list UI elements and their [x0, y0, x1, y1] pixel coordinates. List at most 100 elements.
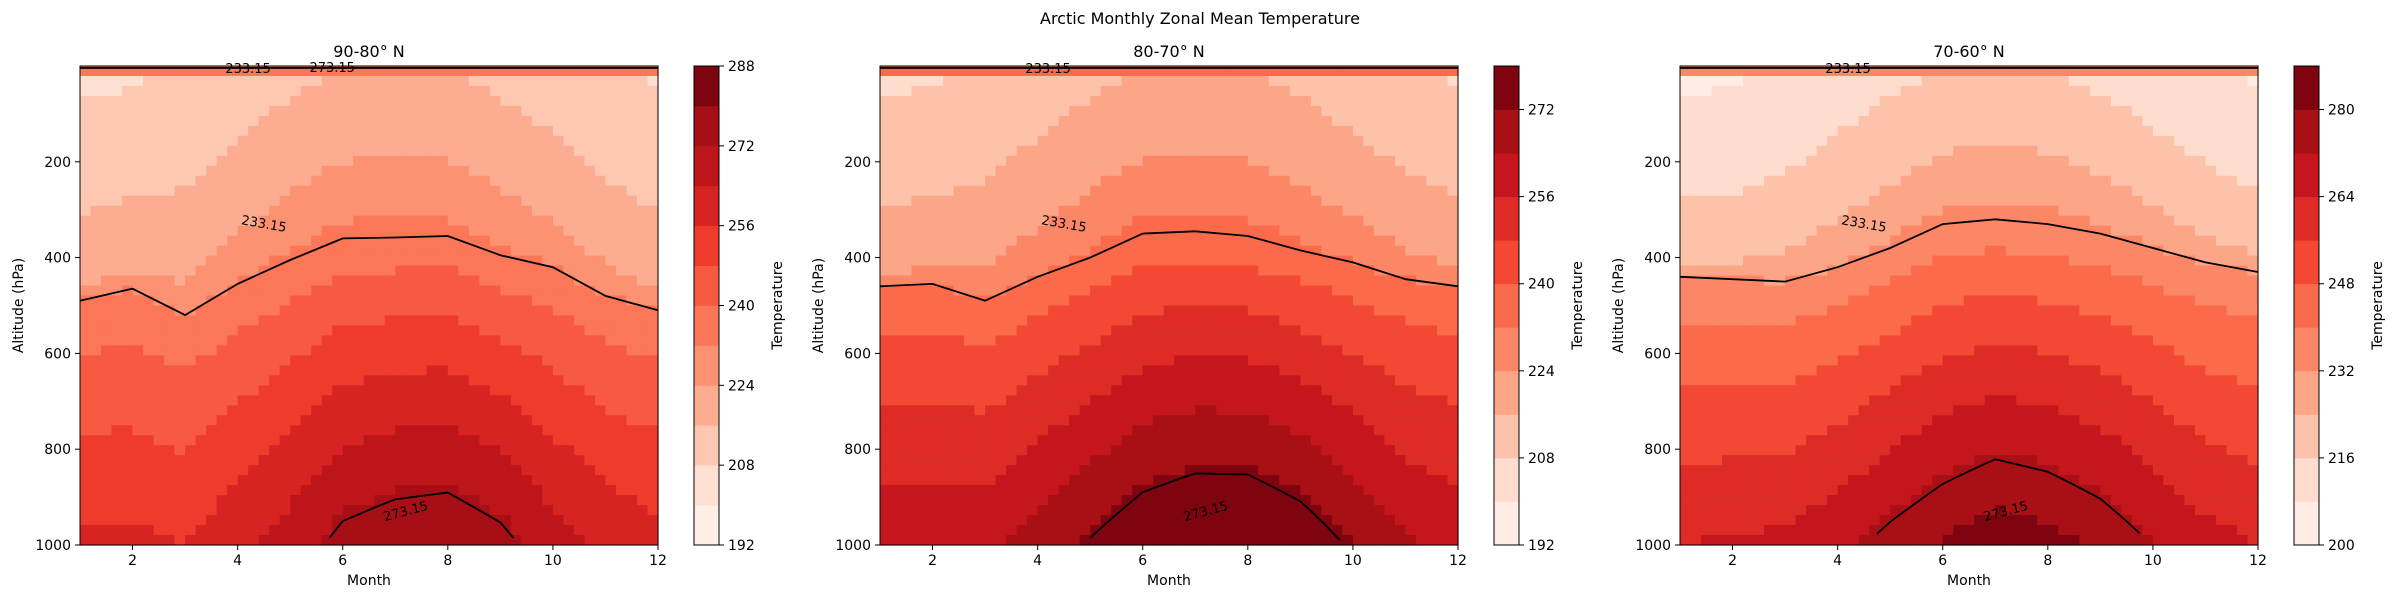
contour-cell [890, 305, 902, 317]
contour-cell [1163, 335, 1175, 347]
contour-cell [458, 385, 470, 396]
contour-cell [1384, 175, 1396, 187]
contour-cell [521, 175, 533, 187]
contour-cell [111, 355, 123, 366]
contour-cell [1027, 135, 1039, 147]
contour-cell [1006, 275, 1018, 287]
contour-cell [1342, 205, 1354, 217]
contour-cell [1394, 155, 1407, 167]
contour-cell [1069, 285, 1081, 297]
colorbar-band [694, 66, 719, 107]
contour-cell [143, 175, 155, 187]
contour-cell [1090, 365, 1102, 376]
contour-cell [1174, 95, 1186, 107]
contour-cell [563, 75, 575, 87]
contour-cell [605, 405, 617, 416]
contour-cell [953, 365, 965, 376]
contour-cell [636, 395, 649, 406]
contour-cell [1079, 155, 1091, 167]
contour-cell [437, 105, 449, 117]
contour-cell [1027, 205, 1039, 217]
contour-cell [353, 415, 365, 426]
contour-cell [1174, 375, 1186, 386]
contour-cell [1352, 465, 1365, 476]
contour-cell [974, 165, 986, 177]
contour-cell [153, 205, 165, 217]
y-tick-label: 1000 [35, 538, 71, 554]
contour-cell [880, 125, 892, 137]
contour-cell [1069, 375, 1081, 386]
contour-cell [1373, 105, 1386, 117]
contour-cell [122, 195, 134, 207]
contour-cell [510, 225, 522, 237]
contour-cell [932, 275, 944, 287]
contour-cell [1226, 385, 1238, 396]
contour-cell [258, 415, 270, 426]
contour-cell [300, 125, 312, 137]
contour-cell [1447, 305, 1459, 317]
contour-cell [279, 205, 291, 217]
contour-cell [353, 355, 365, 366]
contour-cell [458, 225, 470, 237]
contour-cell [1100, 185, 1112, 197]
contour-cell [132, 375, 144, 386]
contour-cell [1405, 375, 1417, 386]
contour-cell [311, 255, 323, 267]
contour-cell [1111, 115, 1123, 127]
contour-cell [1237, 255, 1249, 267]
contour-cell [1226, 475, 1238, 486]
contour-cell [1037, 415, 1049, 426]
contour-cell [164, 195, 176, 207]
contour-cell [479, 455, 491, 466]
contour-cell [300, 525, 312, 536]
contour-cell [405, 255, 417, 267]
contour-cell [479, 315, 491, 327]
contour-cell [248, 415, 260, 426]
contour-cell [1195, 155, 1207, 167]
contour-cell [626, 135, 638, 147]
contour-cell [1352, 75, 1365, 87]
contour-cell [185, 455, 197, 466]
contour-cell [458, 105, 470, 117]
contour-cell [1394, 325, 1407, 337]
contour-cell [647, 195, 659, 207]
contour-cell [111, 165, 123, 177]
contour-cell [1121, 66, 1133, 77]
contour-cell [416, 465, 428, 476]
contour-cell [615, 435, 628, 446]
contour-cell [143, 285, 155, 297]
contour-cell [489, 375, 501, 386]
contour-cell [447, 535, 459, 546]
contour-cell [1079, 365, 1091, 376]
contour-cell [880, 365, 892, 376]
contour-cell [321, 85, 333, 97]
contour-cell [1016, 115, 1028, 127]
contour-cell [1426, 145, 1438, 157]
isotherm-233-line [79, 235, 659, 317]
contour-cell [332, 445, 344, 456]
contour-cell [206, 405, 218, 416]
contour-cell [311, 105, 323, 117]
contour-cell [1153, 105, 1165, 117]
contour-cell [1058, 165, 1070, 177]
contour-cell [395, 155, 407, 167]
contour-cell [479, 385, 491, 396]
contour-cell [1069, 95, 1081, 107]
contour-cell [1216, 395, 1228, 406]
contour-cell [426, 525, 438, 536]
contour-cell [1415, 465, 1428, 476]
contour-cell [1184, 335, 1196, 347]
contour-cell [164, 135, 176, 147]
contour-cell [985, 75, 997, 87]
contour-cell [185, 475, 197, 486]
contour-cell [1394, 205, 1407, 217]
contour-cell [353, 175, 365, 187]
contour-cell [447, 235, 459, 247]
contour-cell [563, 145, 575, 157]
contour-cell [584, 205, 596, 217]
contour-cell [1237, 95, 1249, 107]
contour-cell [237, 95, 249, 107]
contour-cell [573, 325, 586, 337]
contour-cell [321, 375, 333, 386]
contour-cell [1016, 225, 1028, 237]
